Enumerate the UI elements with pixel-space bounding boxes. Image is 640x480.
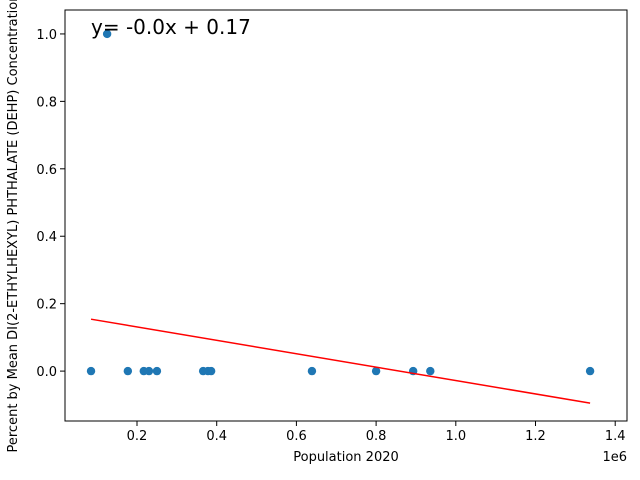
x-tick-label: 0.6 bbox=[286, 429, 307, 444]
x-tick-label: 1.4 bbox=[605, 429, 626, 444]
x-tick-label: 0.8 bbox=[366, 429, 387, 444]
y-tick-label: 0.0 bbox=[36, 365, 57, 380]
scatter-point bbox=[371, 366, 381, 376]
y-tick-label: 0.2 bbox=[36, 298, 57, 313]
x-tick-label: 0.4 bbox=[206, 429, 227, 444]
y-tick-label: 1.0 bbox=[36, 28, 57, 43]
scatter-point bbox=[123, 366, 133, 376]
scatter-point bbox=[585, 366, 595, 376]
y-tick-label: 0.4 bbox=[36, 230, 57, 245]
annotation: y= -0.0x + 0.17 bbox=[91, 15, 251, 39]
fit-line bbox=[90, 318, 591, 404]
y-tick-label: 0.6 bbox=[36, 163, 57, 178]
scatter-point bbox=[426, 366, 435, 376]
scatter-point bbox=[102, 29, 112, 39]
x-axis-label: Population 2020 bbox=[293, 450, 399, 465]
x-tick-label: 1.0 bbox=[445, 429, 466, 444]
x-offset-label: 1e6 bbox=[602, 450, 627, 465]
y-axis-label: Percent by Mean DI(2-ETHYLHEXYL) PHTHALA… bbox=[6, 0, 21, 453]
scatter-point bbox=[152, 366, 162, 376]
x-tick-label: 1.2 bbox=[525, 429, 546, 444]
scatter-point bbox=[206, 366, 216, 376]
scatter-point bbox=[144, 366, 154, 376]
y-tick-label: 0.8 bbox=[36, 95, 57, 110]
x-tick-label: 0.2 bbox=[127, 429, 148, 444]
scatter-point bbox=[307, 366, 317, 376]
scatter-point bbox=[86, 366, 96, 376]
axes-frame bbox=[64, 9, 628, 422]
